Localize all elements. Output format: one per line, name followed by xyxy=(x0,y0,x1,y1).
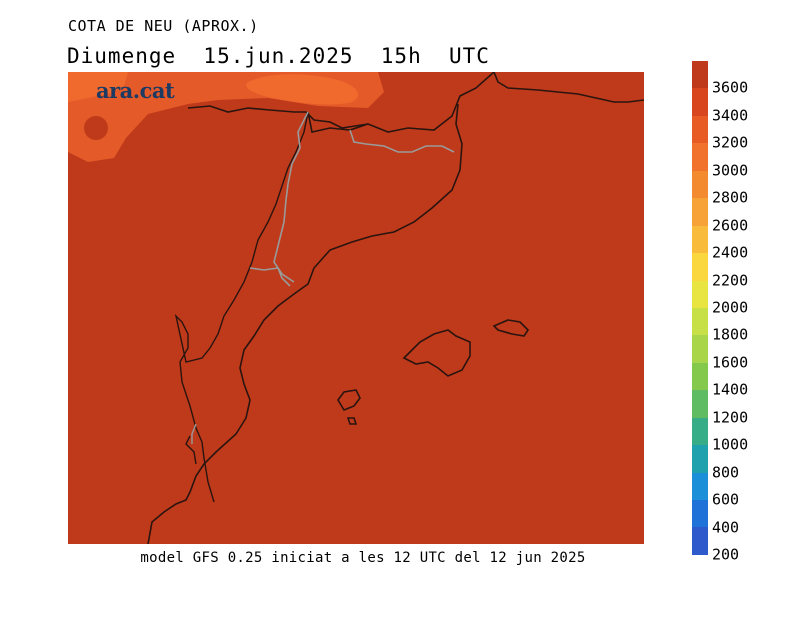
legend-swatch xyxy=(692,335,708,363)
legend-swatch xyxy=(692,115,708,144)
legend-label: 2600 xyxy=(712,216,749,235)
legend-swatch xyxy=(692,88,708,116)
peak-level-zone xyxy=(245,74,359,105)
snow-level-map xyxy=(68,72,644,544)
legend-label: 1400 xyxy=(712,380,749,399)
island-mallorca xyxy=(402,329,471,377)
legend-swatch xyxy=(692,143,708,171)
legend-swatch xyxy=(692,527,708,555)
legend-label: 3600 xyxy=(712,78,749,97)
map-background xyxy=(68,72,644,544)
island-menorca xyxy=(492,319,530,337)
peak-level-zone-west xyxy=(68,72,128,102)
chart-title: COTA DE NEU (APROX.) xyxy=(68,17,259,35)
legend-label: 2000 xyxy=(712,298,749,317)
legend-label: 1800 xyxy=(712,325,749,344)
region-line-south xyxy=(185,435,197,465)
legend-swatch xyxy=(692,198,708,226)
legend-label: 3400 xyxy=(712,106,749,125)
legend-swatch xyxy=(692,500,708,528)
legend-swatch xyxy=(692,472,708,500)
legend-label: 2200 xyxy=(712,271,749,290)
legend-label: 400 xyxy=(712,518,740,537)
chart-subtitle: Diumenge 15.jun.2025 15h UTC xyxy=(67,44,490,68)
legend-label: 800 xyxy=(712,463,740,482)
legend-colorbar xyxy=(692,61,708,555)
region-line-west xyxy=(174,111,309,503)
coastline-north-east xyxy=(493,72,644,103)
legend-label: 1000 xyxy=(712,435,749,454)
legend-swatch xyxy=(692,445,708,473)
legend-swatch xyxy=(692,417,708,446)
legend-label: 600 xyxy=(712,490,740,509)
island-ibiza xyxy=(337,389,361,411)
border-south-fragment xyxy=(191,423,197,444)
legend-labels: 3600 3400 3200 3000 2800 2600 2400 2200 2000 1800… xyxy=(712,0,792,617)
legend-label: 2400 xyxy=(712,243,749,262)
legend-label: 3200 xyxy=(712,133,749,152)
legend-swatch xyxy=(692,253,708,281)
island-formentera xyxy=(346,417,358,425)
legend-label: 3000 xyxy=(712,161,749,180)
watermark-logo: ara.cat xyxy=(96,78,175,103)
legend-swatch xyxy=(692,307,708,336)
legend-swatch xyxy=(692,225,708,254)
legend-swatch xyxy=(692,390,708,418)
catalonia-border xyxy=(249,111,455,287)
legend-label: 1600 xyxy=(712,353,749,372)
legend-label: 2800 xyxy=(712,188,749,207)
model-footer: model GFS 0.25 iniciat a les 12 UTC del … xyxy=(140,550,586,566)
legend-swatch xyxy=(692,170,708,199)
coastline-north xyxy=(187,105,369,129)
legend-swatch xyxy=(692,280,708,308)
legend-swatch xyxy=(692,362,708,391)
coastline-mainland xyxy=(147,72,495,544)
legend-label: 1200 xyxy=(712,408,749,427)
local-low-zone xyxy=(84,116,108,140)
legend-label: 200 xyxy=(712,545,740,564)
legend-swatch xyxy=(692,61,708,89)
